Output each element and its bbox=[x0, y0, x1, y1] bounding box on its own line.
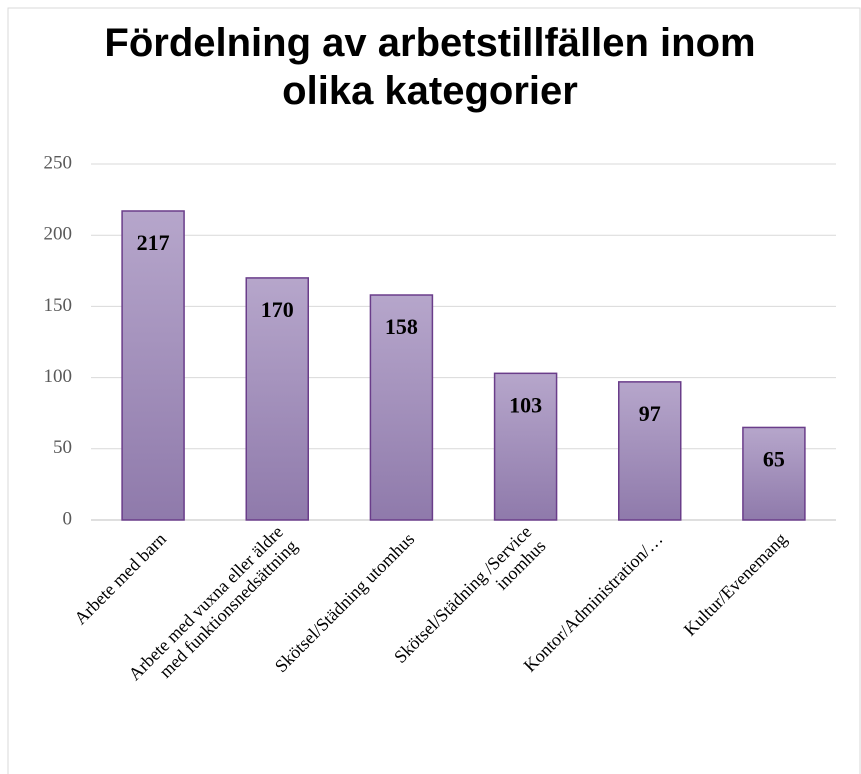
bar bbox=[121, 210, 185, 521]
value-label: 103 bbox=[509, 392, 542, 417]
chart-frame bbox=[7, 7, 861, 774]
y-tick-label: 150 bbox=[44, 295, 73, 316]
y-tick-label: 50 bbox=[53, 437, 72, 458]
y-tick-label: 250 bbox=[44, 152, 73, 173]
y-tick-label: 100 bbox=[44, 366, 73, 387]
bar bbox=[742, 426, 806, 521]
bar bbox=[369, 294, 434, 521]
y-tick-label: 0 bbox=[63, 508, 73, 529]
bar bbox=[245, 277, 309, 521]
bar bbox=[618, 381, 682, 521]
x-tick-label-line: Arbete med barn bbox=[70, 529, 170, 629]
value-label: 65 bbox=[763, 446, 785, 471]
value-label: 170 bbox=[261, 297, 294, 322]
bar bbox=[493, 372, 558, 521]
value-label: 158 bbox=[385, 314, 418, 339]
x-tick-label: Arbete med barn bbox=[70, 529, 170, 629]
value-label: 97 bbox=[639, 401, 661, 426]
y-tick-label: 200 bbox=[44, 224, 73, 245]
x-tick-label-line: Kultur/Evenemang bbox=[680, 529, 791, 640]
chart-title: olika kategorier bbox=[282, 69, 578, 113]
value-label: 217 bbox=[137, 230, 170, 255]
x-tick-label: Kultur/Evenemang bbox=[680, 529, 791, 640]
chart-title: Fördelning av arbetstillfällen inom bbox=[104, 21, 755, 65]
